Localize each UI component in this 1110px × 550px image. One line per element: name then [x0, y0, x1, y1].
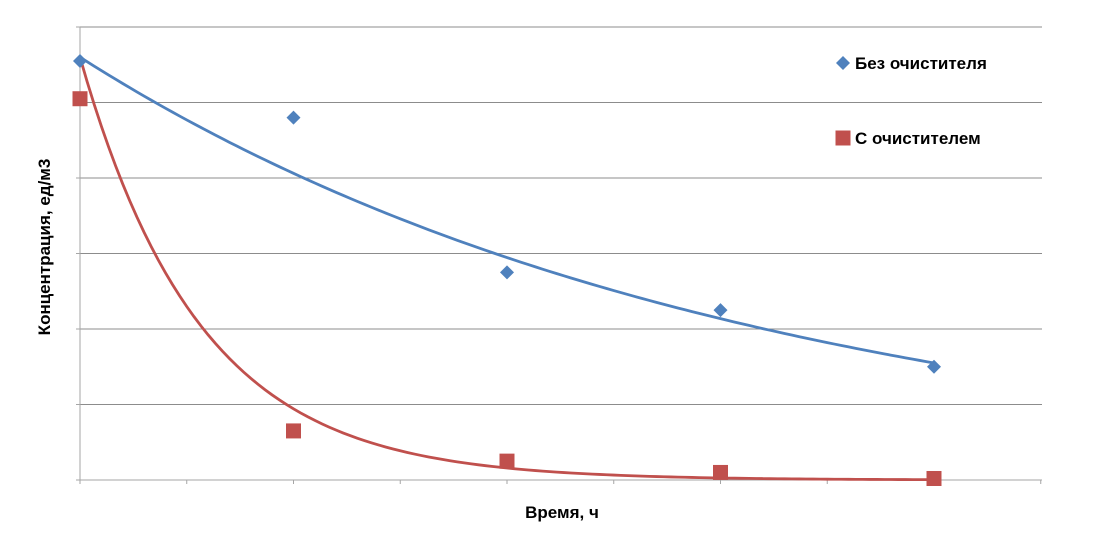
data-point-series-1	[72, 91, 88, 107]
gridlines	[80, 26, 1042, 405]
legend: Без очистителя С очистителем	[835, 54, 987, 148]
x-axis-title: Время, ч	[525, 503, 599, 522]
legend-item-s-ochistitelem: С очистителем	[835, 129, 981, 148]
data-point-series-0	[286, 110, 301, 125]
legend-label-s-ochistitelem: С очистителем	[855, 129, 981, 148]
axes	[76, 26, 1042, 484]
data-point-series-1	[499, 453, 515, 469]
legend-marker-series-0	[836, 56, 850, 70]
data-point-series-0	[73, 53, 87, 68]
data-point-series-1	[713, 464, 728, 480]
legend-marker-series-1	[835, 130, 851, 146]
data-points	[72, 53, 942, 486]
data-point-series-0	[927, 359, 941, 374]
data-point-series-0	[500, 265, 514, 280]
legend-item-bez-ochistitelya: Без очистителя	[836, 54, 987, 73]
trendline-series-0	[79, 56, 935, 365]
data-point-series-0	[713, 303, 728, 318]
y-axis-title: Концентрация, ед/м3	[35, 159, 54, 336]
legend-label-bez-ochistitelya: Без очистителя	[855, 54, 987, 73]
data-point-series-1	[286, 423, 301, 439]
data-point-series-1	[926, 470, 942, 486]
